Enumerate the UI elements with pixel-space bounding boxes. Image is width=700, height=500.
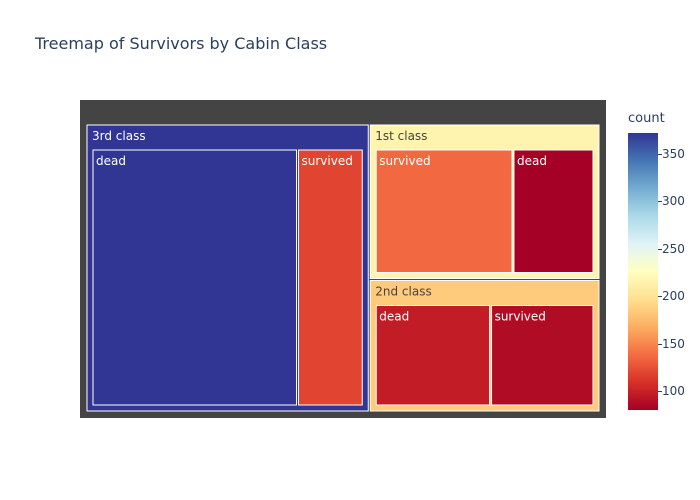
treemap-leaf-label: dead (379, 310, 409, 324)
treemap-group-label: 3rd class (92, 129, 146, 143)
colorbar-tickmark (658, 248, 662, 250)
colorbar-tick-label: 250 (662, 241, 685, 256)
treemap-leaf-dead[interactable] (92, 149, 298, 406)
colorbar-title: count (628, 111, 665, 126)
colorbar-tick-label: 100 (662, 384, 685, 399)
chart-title: Treemap of Survivors by Cabin Class (35, 34, 328, 53)
treemap-leaf-label: survived (302, 154, 353, 168)
colorbar-tickmark (658, 391, 662, 393)
colorbar-tick-label: 300 (662, 194, 685, 209)
colorbar-tickmark (658, 201, 662, 203)
treemap-leaf-dead[interactable] (513, 149, 594, 274)
colorbar-tick-label: 200 (662, 289, 685, 304)
colorbar-tickmark (658, 343, 662, 345)
colorbar (628, 133, 658, 410)
treemap-leaf-dead[interactable] (375, 305, 491, 406)
colorbar-tick-label: 350 (662, 146, 685, 161)
treemap-leaf-label: survived (495, 310, 546, 324)
treemap-leaf-label: survived (379, 154, 430, 168)
treemap-group-label: 1st class (375, 129, 427, 143)
treemap-leaf-label: dead (96, 154, 126, 168)
treemap-leaf-survived[interactable] (491, 305, 594, 406)
treemap-leaf-survived[interactable] (375, 149, 513, 274)
colorbar-tick-label: 150 (662, 336, 685, 351)
treemap-leaf-survived[interactable] (298, 149, 363, 406)
treemap-leaf-label: dead (517, 154, 547, 168)
colorbar-tickmark (658, 153, 662, 155)
treemap-group-label: 2nd class (375, 285, 431, 299)
colorbar-tickmark (658, 296, 662, 298)
